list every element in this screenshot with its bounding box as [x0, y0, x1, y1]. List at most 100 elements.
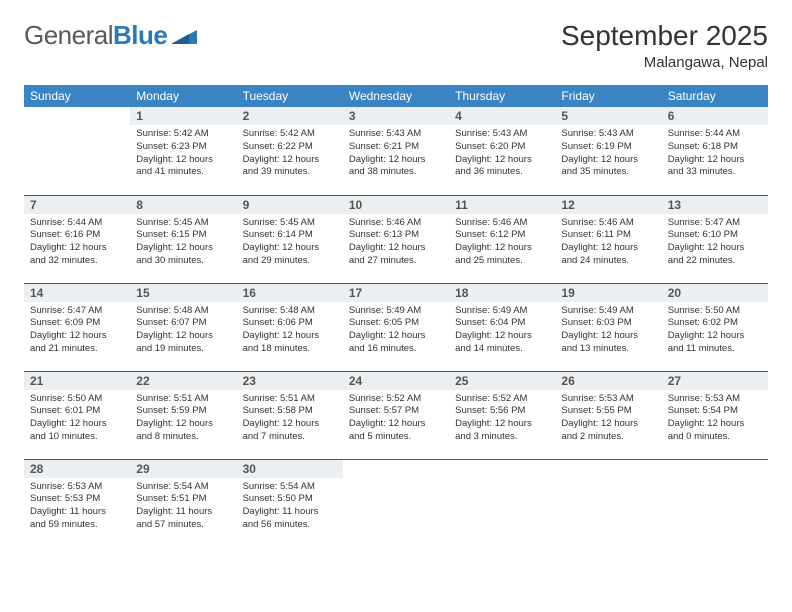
calendar-cell: 9Sunrise: 5:45 AMSunset: 6:14 PMDaylight…	[237, 195, 343, 283]
day-number: 29	[130, 460, 236, 478]
daylight-text: Daylight: 12 hours and 22 minutes.	[668, 242, 762, 268]
title-block: September 2025 Malangawa, Nepal	[561, 20, 768, 71]
dayname-header: Thursday	[449, 85, 555, 107]
calendar-week: 14Sunrise: 5:47 AMSunset: 6:09 PMDayligh…	[24, 283, 768, 371]
day-number: 22	[130, 372, 236, 390]
calendar-week: ..1Sunrise: 5:42 AMSunset: 6:23 PMDaylig…	[24, 107, 768, 195]
day-details: Sunrise: 5:49 AMSunset: 6:03 PMDaylight:…	[555, 302, 661, 360]
calendar-cell: 19Sunrise: 5:49 AMSunset: 6:03 PMDayligh…	[555, 283, 661, 371]
day-number: 21	[24, 372, 130, 390]
daylight-text: Daylight: 12 hours and 36 minutes.	[455, 154, 549, 180]
calendar-cell: 15Sunrise: 5:48 AMSunset: 6:07 PMDayligh…	[130, 283, 236, 371]
daylight-text: Daylight: 12 hours and 27 minutes.	[349, 242, 443, 268]
daylight-text: Daylight: 12 hours and 18 minutes.	[243, 330, 337, 356]
day-details: Sunrise: 5:48 AMSunset: 6:07 PMDaylight:…	[130, 302, 236, 360]
calendar-cell: 22Sunrise: 5:51 AMSunset: 5:59 PMDayligh…	[130, 371, 236, 459]
sunrise-text: Sunrise: 5:52 AM	[349, 393, 443, 406]
brand-logo: GeneralBlue	[24, 20, 197, 51]
daylight-text: Daylight: 11 hours and 59 minutes.	[30, 506, 124, 532]
calendar-cell: 7Sunrise: 5:44 AMSunset: 6:16 PMDaylight…	[24, 195, 130, 283]
day-number: 13	[662, 196, 768, 214]
sunset-text: Sunset: 5:53 PM	[30, 493, 124, 506]
day-details: Sunrise: 5:51 AMSunset: 5:59 PMDaylight:…	[130, 390, 236, 448]
daylight-text: Daylight: 12 hours and 5 minutes.	[349, 418, 443, 444]
day-details: Sunrise: 5:43 AMSunset: 6:19 PMDaylight:…	[555, 125, 661, 183]
day-number: 26	[555, 372, 661, 390]
daylight-text: Daylight: 12 hours and 32 minutes.	[30, 242, 124, 268]
sunset-text: Sunset: 5:57 PM	[349, 405, 443, 418]
calendar-cell: 8Sunrise: 5:45 AMSunset: 6:15 PMDaylight…	[130, 195, 236, 283]
calendar-week: 28 Sunrise: 5:53 AMSunset: 5:53 PMDayligh…	[24, 459, 768, 547]
calendar-week: 7Sunrise: 5:44 AMSunset: 6:16 PMDaylight…	[24, 195, 768, 283]
sunrise-text: Sunrise: 5:49 AM	[455, 305, 549, 318]
calendar-cell: 30Sunrise: 5:54 AMSunset: 5:50 PMDayligh…	[237, 459, 343, 547]
daylight-text: Daylight: 12 hours and 0 minutes.	[668, 418, 762, 444]
day-number: 7	[24, 196, 130, 214]
day-number: 19	[555, 284, 661, 302]
calendar-cell: 18Sunrise: 5:49 AMSunset: 6:04 PMDayligh…	[449, 283, 555, 371]
sunset-text: Sunset: 5:59 PM	[136, 405, 230, 418]
day-details: Sunrise: 5:52 AMSunset: 5:56 PMDaylight:…	[449, 390, 555, 448]
calendar-cell: 14 Sunrise: 5:47 AMSunset: 6:09 PMDayligh…	[24, 283, 130, 371]
calendar-cell: 13 Sunrise: 5:47 AMSunset: 6:10 PMDayligh…	[662, 195, 768, 283]
daylight-text: Daylight: 12 hours and 16 minutes.	[349, 330, 443, 356]
sunrise-text: Sunrise: 5:47 AM	[30, 305, 124, 318]
sunset-text: Sunset: 5:58 PM	[243, 405, 337, 418]
sunset-text: Sunset: 6:10 PM	[668, 229, 762, 242]
day-number: 27	[662, 372, 768, 390]
calendar-cell: 24Sunrise: 5:52 AMSunset: 5:57 PMDayligh…	[343, 371, 449, 459]
sunrise-text: Sunrise: 5:54 AM	[243, 481, 337, 494]
flag-icon	[171, 26, 197, 46]
day-details: Sunrise: 5:51 AMSunset: 5:58 PMDaylight:…	[237, 390, 343, 448]
sunrise-text: Sunrise: 5:45 AM	[136, 217, 230, 230]
calendar-cell: 2Sunrise: 5:42 AMSunset: 6:22 PMDaylight…	[237, 107, 343, 195]
day-details: Sunrise: 5:52 AMSunset: 5:57 PMDaylight:…	[343, 390, 449, 448]
sunrise-text: Sunrise: 5:47 AM	[668, 217, 762, 230]
sunset-text: Sunset: 5:50 PM	[243, 493, 337, 506]
brand-name: GeneralBlue	[24, 20, 167, 51]
sunset-text: Sunset: 5:55 PM	[561, 405, 655, 418]
sunset-text: Sunset: 6:21 PM	[349, 141, 443, 154]
sunrise-text: Sunrise: 5:46 AM	[561, 217, 655, 230]
day-details: Sunrise: 5:53 AMSunset: 5:54 PMDaylight:…	[662, 390, 768, 448]
location-label: Malangawa, Nepal	[561, 54, 768, 71]
sunset-text: Sunset: 6:22 PM	[243, 141, 337, 154]
calendar-cell: 28 Sunrise: 5:53 AMSunset: 5:53 PMDayligh…	[24, 459, 130, 547]
dayname-header: Friday	[555, 85, 661, 107]
day-number: 28	[24, 460, 130, 478]
sunrise-text: Sunrise: 5:50 AM	[30, 393, 124, 406]
daylight-text: Daylight: 12 hours and 35 minutes.	[561, 154, 655, 180]
day-details: Sunrise: 5:45 AMSunset: 6:15 PMDaylight:…	[130, 214, 236, 272]
sunset-text: Sunset: 6:09 PM	[30, 317, 124, 330]
day-details: Sunrise: 5:49 AMSunset: 6:04 PMDaylight:…	[449, 302, 555, 360]
daylight-text: Daylight: 12 hours and 3 minutes.	[455, 418, 549, 444]
day-number: 11	[449, 196, 555, 214]
month-title: September 2025	[561, 20, 768, 52]
day-number: 8	[130, 196, 236, 214]
calendar-cell: ..	[662, 459, 768, 547]
sunrise-text: Sunrise: 5:53 AM	[30, 481, 124, 494]
calendar-table: SundayMondayTuesdayWednesdayThursdayFrid…	[24, 85, 768, 547]
calendar-cell: 27Sunrise: 5:53 AMSunset: 5:54 PMDayligh…	[662, 371, 768, 459]
daylight-text: Daylight: 12 hours and 21 minutes.	[30, 330, 124, 356]
day-number: 1	[130, 107, 236, 125]
day-details: Sunrise: 5:49 AMSunset: 6:05 PMDaylight:…	[343, 302, 449, 360]
day-details: Sunrise: 5:46 AMSunset: 6:12 PMDaylight:…	[449, 214, 555, 272]
day-details: Sunrise: 5:43 AMSunset: 6:20 PMDaylight:…	[449, 125, 555, 183]
sunrise-text: Sunrise: 5:44 AM	[30, 217, 124, 230]
dayname-header: Sunday	[24, 85, 130, 107]
calendar-cell: 29Sunrise: 5:54 AMSunset: 5:51 PMDayligh…	[130, 459, 236, 547]
sunrise-text: Sunrise: 5:53 AM	[668, 393, 762, 406]
sunrise-text: Sunrise: 5:45 AM	[243, 217, 337, 230]
sunset-text: Sunset: 6:03 PM	[561, 317, 655, 330]
daylight-text: Daylight: 12 hours and 30 minutes.	[136, 242, 230, 268]
calendar-cell: 21Sunrise: 5:50 AMSunset: 6:01 PMDayligh…	[24, 371, 130, 459]
sunrise-text: Sunrise: 5:51 AM	[136, 393, 230, 406]
sunrise-text: Sunrise: 5:46 AM	[455, 217, 549, 230]
sunrise-text: Sunrise: 5:42 AM	[243, 128, 337, 141]
calendar-cell: 4Sunrise: 5:43 AMSunset: 6:20 PMDaylight…	[449, 107, 555, 195]
day-number: 14	[24, 284, 130, 302]
day-number: 24	[343, 372, 449, 390]
day-number: 16	[237, 284, 343, 302]
sunrise-text: Sunrise: 5:48 AM	[243, 305, 337, 318]
